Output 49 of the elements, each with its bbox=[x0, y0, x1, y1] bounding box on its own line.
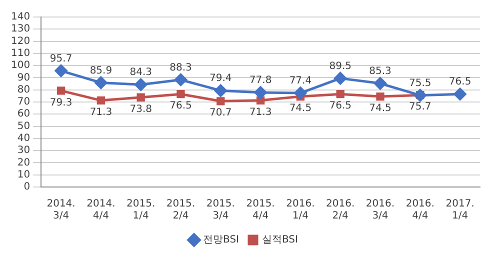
data-label: 71.3 bbox=[90, 107, 112, 118]
legend-label: 전망BSI bbox=[203, 234, 240, 246]
data-label: 77.8 bbox=[249, 75, 272, 86]
y-tick-label: 60 bbox=[17, 108, 30, 120]
data-label: 85.9 bbox=[90, 65, 112, 76]
data-label: 79.4 bbox=[210, 73, 232, 84]
y-tick-label: 80 bbox=[17, 84, 30, 96]
y-tick-label: 70 bbox=[17, 96, 30, 108]
data-label: 74.5 bbox=[289, 103, 312, 114]
x-tick-label: 2014. 4/4 bbox=[86, 198, 116, 222]
data-label: 79.3 bbox=[50, 97, 72, 108]
x-tick-label: 2017. 1/4 bbox=[446, 198, 474, 222]
x-tick-label: 2016. 4/4 bbox=[406, 198, 434, 222]
data-label: 77.4 bbox=[289, 76, 312, 87]
y-tick-label: 30 bbox=[17, 145, 30, 156]
y-tick-label: 10 bbox=[17, 169, 30, 180]
data-label: 73.8 bbox=[130, 104, 152, 115]
y-tick-label: 140 bbox=[10, 12, 30, 23]
data-label: 75.7 bbox=[409, 102, 432, 113]
x-tick-label: 2015. 2/4 bbox=[166, 198, 196, 222]
y-tick-label: 50 bbox=[17, 120, 30, 132]
data-label: 84.3 bbox=[130, 67, 152, 78]
x-tick-label: 2016. 2/4 bbox=[326, 198, 355, 222]
data-label: 74.5 bbox=[369, 103, 392, 114]
data-label: 75.5 bbox=[409, 78, 432, 89]
x-tick-label: 2015. 1/4 bbox=[126, 198, 156, 222]
y-tick-label: 90 bbox=[17, 72, 30, 84]
x-tick-label: 2015. 4/4 bbox=[246, 198, 275, 222]
y-tick-label: 40 bbox=[17, 133, 30, 144]
y-tick-label: 130 bbox=[10, 24, 30, 35]
data-label: 76.5 bbox=[329, 100, 352, 112]
legend-label: 실적BSI bbox=[262, 234, 298, 246]
y-tick-label: 100 bbox=[10, 60, 30, 72]
data-label: 95.7 bbox=[50, 53, 72, 64]
data-label: 88.3 bbox=[170, 62, 192, 74]
data-label: 70.7 bbox=[210, 108, 232, 119]
x-tick-label: 2015. 3/4 bbox=[206, 198, 235, 222]
x-tick-label: 2014. 3/4 bbox=[46, 198, 76, 222]
data-label: 76.5 bbox=[448, 76, 472, 88]
y-tick-label: 110 bbox=[10, 48, 30, 60]
x-tick-label: 2016. 1/4 bbox=[286, 198, 315, 222]
data-label: 76.5 bbox=[170, 100, 192, 112]
y-tick-label: 20 bbox=[17, 157, 30, 168]
y-tick-label: 120 bbox=[10, 36, 30, 47]
data-label: 71.3 bbox=[249, 107, 272, 118]
x-tick-label: 2016. 3/4 bbox=[366, 198, 395, 222]
data-label: 85.3 bbox=[369, 66, 392, 78]
data-label: 89.5 bbox=[329, 60, 352, 72]
y-tick-label: 0 bbox=[24, 182, 30, 193]
